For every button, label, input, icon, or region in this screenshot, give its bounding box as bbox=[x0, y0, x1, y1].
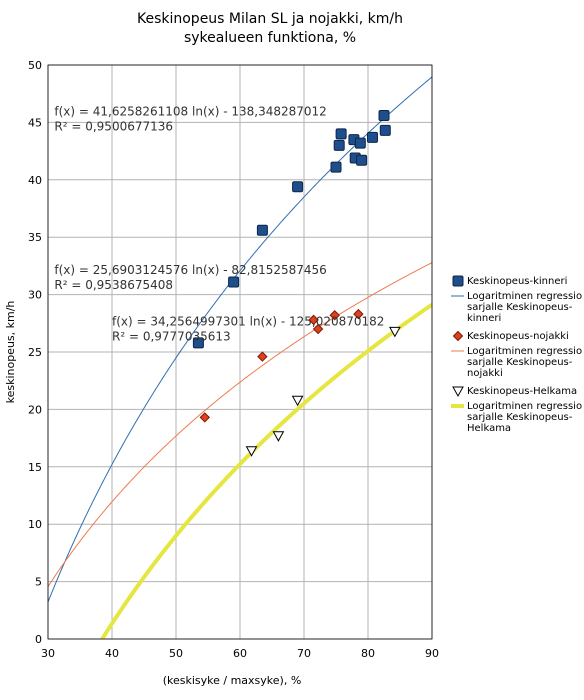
point-series-2 bbox=[245, 446, 258, 457]
point-series-0 bbox=[192, 337, 204, 349]
y-tick-label: 20 bbox=[28, 403, 42, 416]
r-squared: R² = 0,9500677136 bbox=[54, 120, 173, 134]
y-tick-label: 15 bbox=[28, 461, 42, 474]
point-series-0 bbox=[256, 224, 268, 236]
y-tick-label: 35 bbox=[28, 231, 42, 244]
y-tick-label: 50 bbox=[28, 59, 42, 72]
r-squared: R² = 0,9777035613 bbox=[112, 330, 231, 344]
legend-label-trend: Logaritminen regressio bbox=[467, 346, 582, 357]
point-series-0 bbox=[366, 131, 378, 143]
y-tick-label: 25 bbox=[28, 346, 42, 359]
grid bbox=[47, 64, 433, 640]
point-series-0 bbox=[378, 110, 390, 122]
point-series-2 bbox=[272, 431, 285, 442]
y-tick-label: 5 bbox=[35, 576, 42, 589]
legend-label-series: Keskinopeus-kinneri bbox=[467, 276, 567, 287]
point-series-0 bbox=[354, 137, 366, 149]
point-series-1 bbox=[308, 314, 319, 326]
point-series-0 bbox=[356, 154, 368, 166]
y-tick-label: 30 bbox=[28, 289, 42, 302]
point-series-1 bbox=[257, 351, 268, 362]
point-series-1 bbox=[329, 310, 340, 321]
regression-equations: f(x) = 41,6258261108 ln(x) - 138,3482870… bbox=[54, 105, 384, 344]
chart-title-line2: sykealueen funktiona, % bbox=[184, 30, 356, 46]
trendline-2 bbox=[99, 302, 432, 639]
legend-label-trend: Logaritminen regressio bbox=[467, 291, 582, 302]
legend-marker-series-1 bbox=[452, 330, 464, 342]
y-axis-label: keskinopeus, km/h bbox=[4, 301, 17, 404]
trendline-1 bbox=[48, 262, 432, 587]
point-series-2 bbox=[291, 395, 304, 407]
y-tick-label: 0 bbox=[35, 633, 42, 646]
y-tick-label: 10 bbox=[28, 518, 42, 531]
x-tick-label: 60 bbox=[233, 647, 247, 660]
x-tick-label: 40 bbox=[105, 647, 119, 660]
legend-label-series: Keskinopeus-Helkama bbox=[467, 386, 577, 397]
point-series-0 bbox=[292, 181, 304, 193]
legend-label-trend: Logaritminen regressio bbox=[467, 401, 582, 412]
point-series-0 bbox=[228, 276, 240, 288]
legend: Keskinopeus-kinneri Logaritminen regressi… bbox=[451, 275, 582, 434]
y-tick-label: 40 bbox=[28, 174, 42, 187]
regression-equation: f(x) = 41,6258261108 ln(x) - 138,3482870… bbox=[54, 105, 326, 119]
legend-label-trend: Helkama bbox=[467, 423, 511, 434]
x-tick-label: 30 bbox=[41, 647, 55, 660]
regression-equation: f(x) = 34,2564997301 ln(x) - 125,0208701… bbox=[112, 315, 384, 329]
point-series-1 bbox=[353, 308, 364, 320]
point-series-0 bbox=[379, 124, 391, 136]
legend-label-trend: sarjalle Keskinopeus- bbox=[467, 302, 573, 313]
x-tick-label: 80 bbox=[361, 647, 375, 660]
legend-label-series: Keskinopeus-nojakki bbox=[467, 331, 569, 342]
point-series-0 bbox=[335, 128, 347, 140]
y-tick-label: 45 bbox=[28, 116, 42, 129]
plot-area-border bbox=[47, 64, 433, 640]
legend-marker-series-2 bbox=[452, 386, 464, 398]
x-tick-label: 50 bbox=[169, 647, 183, 660]
point-series-0 bbox=[333, 139, 345, 151]
regression-equation: f(x) = 25,6903124576 ln(x) - 82,81525874… bbox=[54, 263, 326, 277]
legend-label-trend: nojakki bbox=[467, 368, 503, 379]
chart-title-line1: Keskinopeus Milan SL ja nojakki, km/h bbox=[137, 11, 403, 27]
x-tick-label: 90 bbox=[425, 647, 439, 660]
legend-label-trend: kinneri bbox=[467, 313, 501, 324]
x-axis-label: (keskisyke / maxsyke), % bbox=[163, 674, 302, 687]
r-squared: R² = 0,9538675408 bbox=[54, 278, 173, 292]
point-series-0 bbox=[330, 161, 342, 173]
legend-label-trend: sarjalle Keskinopeus- bbox=[467, 357, 573, 368]
tick-labels: 0 5 10 15 20 25 30 35 40 45 50 30 40 50 60 70 80 90 bbox=[28, 59, 439, 660]
point-series-1 bbox=[312, 323, 324, 335]
point-series-1 bbox=[199, 412, 211, 423]
legend-label-trend: sarjalle Keskinopeus- bbox=[467, 412, 573, 423]
legend-marker-series-0 bbox=[452, 275, 464, 287]
x-tick-label: 70 bbox=[297, 647, 311, 660]
data-points bbox=[192, 110, 401, 457]
point-series-2 bbox=[389, 326, 401, 338]
